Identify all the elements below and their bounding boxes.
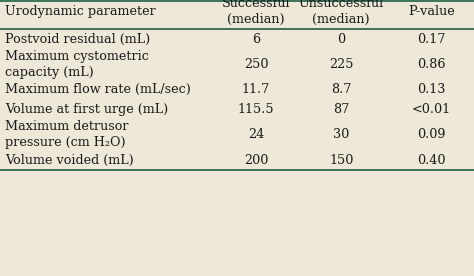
Text: 115.5: 115.5	[237, 103, 274, 116]
Text: 0.17: 0.17	[417, 33, 446, 46]
Text: Successful
(median): Successful (median)	[222, 0, 290, 26]
Text: Maximum cystometric
capacity (mL): Maximum cystometric capacity (mL)	[5, 50, 149, 79]
Text: Volume voided (mL): Volume voided (mL)	[5, 154, 134, 167]
Text: 24: 24	[248, 128, 264, 142]
Text: 6: 6	[252, 33, 260, 46]
Text: 87: 87	[333, 103, 349, 116]
Text: Urodynamic parameter: Urodynamic parameter	[5, 5, 155, 18]
Text: 0: 0	[337, 33, 346, 46]
Text: Maximum detrusor
pressure (cm H₂O): Maximum detrusor pressure (cm H₂O)	[5, 120, 128, 150]
Text: 0.86: 0.86	[417, 58, 446, 71]
Text: 250: 250	[244, 58, 268, 71]
Text: 0.09: 0.09	[417, 128, 446, 142]
Text: 11.7: 11.7	[242, 83, 270, 96]
Text: Maximum flow rate (mL/sec): Maximum flow rate (mL/sec)	[5, 83, 191, 96]
Text: 150: 150	[329, 154, 354, 167]
Text: 30: 30	[333, 128, 349, 142]
Text: Postvoid residual (mL): Postvoid residual (mL)	[5, 33, 150, 46]
Text: 0.40: 0.40	[417, 154, 446, 167]
Text: 200: 200	[244, 154, 268, 167]
Text: 8.7: 8.7	[331, 83, 351, 96]
Text: 0.13: 0.13	[417, 83, 446, 96]
Text: Unsuccessful
(median): Unsuccessful (median)	[299, 0, 384, 26]
Text: <0.01: <0.01	[412, 103, 451, 116]
Text: 225: 225	[329, 58, 354, 71]
Text: P-value: P-value	[408, 5, 455, 18]
Text: Volume at first urge (mL): Volume at first urge (mL)	[5, 103, 168, 116]
